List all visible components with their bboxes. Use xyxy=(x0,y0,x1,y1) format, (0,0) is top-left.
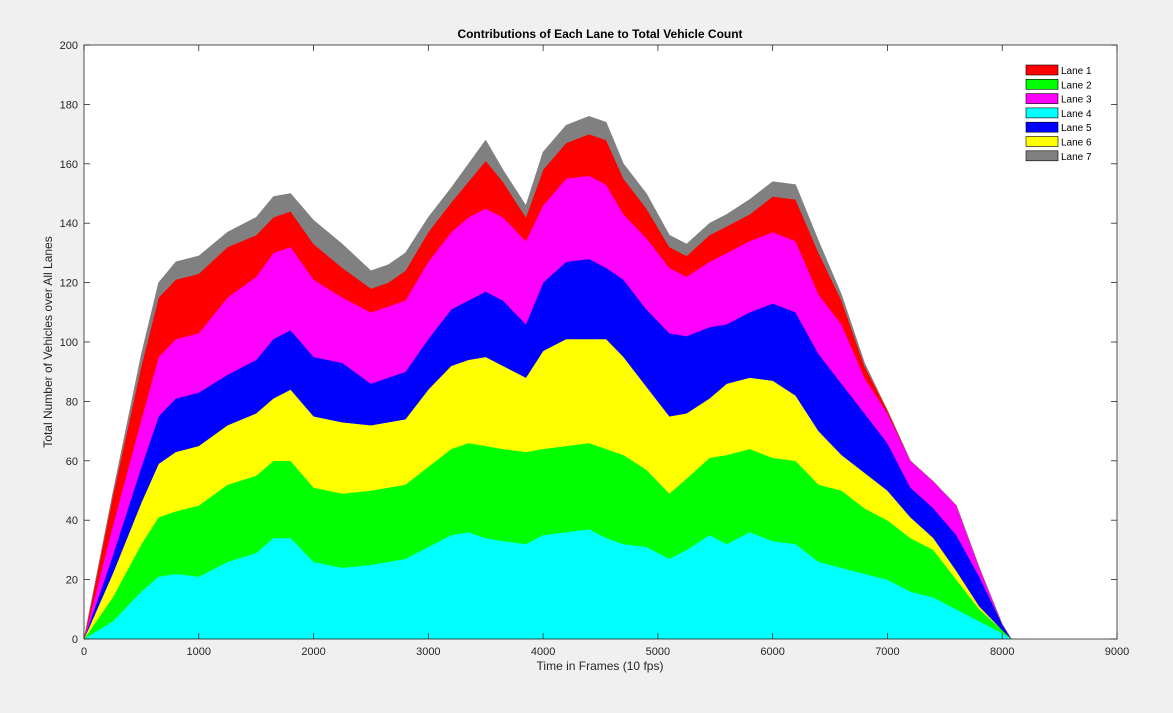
legend-swatch-lane-1 xyxy=(1025,64,1059,76)
y-tick-label: 140 xyxy=(60,218,78,230)
chart-title: Contributions of Each Lane to Total Vehi… xyxy=(457,27,742,41)
legend-swatch-lane-6 xyxy=(1025,136,1059,147)
y-tick-label: 200 xyxy=(60,40,78,52)
x-tick-label: 4000 xyxy=(531,646,555,658)
legend-label-lane-7: Lane 7 xyxy=(1061,152,1092,163)
y-tick-label: 100 xyxy=(60,337,78,349)
x-tick-label: 2000 xyxy=(301,646,325,658)
legend-label-lane-2: Lane 2 xyxy=(1061,80,1092,91)
legend-swatch-lane-3 xyxy=(1025,93,1059,104)
legend-swatch-lane-5 xyxy=(1025,121,1059,133)
y-tick-label: 80 xyxy=(66,396,78,408)
x-tick-label: 7000 xyxy=(875,646,899,658)
legend-label-lane-4: Lane 4 xyxy=(1061,109,1092,120)
x-tick-label: 1000 xyxy=(187,646,211,658)
legend-label-lane-5: Lane 5 xyxy=(1061,123,1092,134)
x-tick-label: 9000 xyxy=(1105,646,1129,658)
y-tick-label: 20 xyxy=(66,575,78,587)
x-tick-label: 3000 xyxy=(416,646,440,658)
y-tick-label: 40 xyxy=(66,515,78,527)
legend-label-lane-6: Lane 6 xyxy=(1061,138,1092,149)
y-tick-label: 180 xyxy=(60,99,78,111)
x-tick-label: 0 xyxy=(81,646,87,658)
legend-label-lane-1: Lane 1 xyxy=(1061,66,1092,77)
y-tick-label: 160 xyxy=(60,159,78,171)
legend-swatch-lane-4 xyxy=(1025,107,1059,119)
stacked-area-layers xyxy=(83,116,1013,640)
x-tick-label: 6000 xyxy=(760,646,784,658)
y-tick-label: 60 xyxy=(66,456,78,468)
legend-swatch-lane-7 xyxy=(1025,150,1059,162)
x-tick-label: 5000 xyxy=(646,646,670,658)
legend-swatch-lane-2 xyxy=(1025,79,1059,90)
y-tick-label: 120 xyxy=(60,278,78,290)
legend: Lane 1 Lane 2 Lane 3 Lane 4 Lane 5 Lane 6 Lane… xyxy=(1025,64,1092,163)
y-axis-label: Total Number of Vehicles over All Lanes xyxy=(41,236,55,447)
legend-label-lane-3: Lane 3 xyxy=(1061,95,1092,106)
x-axis-label: Time in Frames (10 fps) xyxy=(537,659,664,673)
axes: 0 1000 2000 3000 4000 5000 6000 7000 8000 9000 0 20… xyxy=(60,40,1130,658)
y-tick-label: 0 xyxy=(72,634,78,646)
x-tick-label: 8000 xyxy=(990,646,1014,658)
